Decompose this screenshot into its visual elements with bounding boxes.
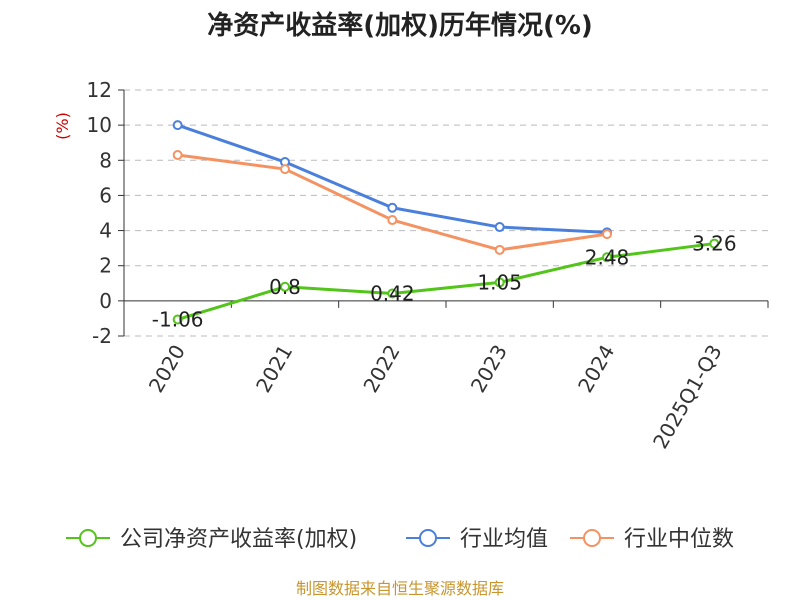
- legend-label: 行业中位数: [624, 527, 734, 552]
- y-tick-label: 4: [99, 219, 112, 243]
- y-tick-label: -2: [92, 324, 112, 348]
- legend-marker: [583, 529, 601, 547]
- series-line: [177, 153, 608, 252]
- data-label: 0.8: [269, 275, 301, 299]
- data-label: 3.26: [692, 232, 737, 256]
- source-note: 制图数据来自恒生聚源数据库: [296, 579, 504, 598]
- data-point: [494, 277, 505, 288]
- x-axis-categories: 2020 2021 2022 2023 2024 2025Q1-Q3: [144, 340, 727, 452]
- data-point: [172, 314, 183, 325]
- x-category-label: 2021: [251, 341, 297, 397]
- y-axis-ticks: -2 0 2 4 6 8 10 12: [87, 78, 124, 348]
- y-tick-label: 8: [99, 148, 112, 172]
- x-category-label: 2020: [144, 341, 190, 397]
- data-point: [494, 244, 505, 255]
- legend-label: 公司净资产收益率(加权): [120, 527, 357, 552]
- data-label: -1.06: [152, 307, 204, 331]
- data-point: [709, 238, 720, 249]
- legend-item: 行业均值: [406, 527, 548, 552]
- legend: 公司净资产收益率(加权) 行业均值 行业中位数: [66, 527, 734, 552]
- y-tick-label: 0: [99, 289, 112, 313]
- legend-item: 公司净资产收益率(加权): [66, 527, 357, 552]
- data-point: [387, 215, 398, 226]
- axes: [123, 90, 769, 336]
- data-point: [494, 222, 505, 233]
- y-tick-label: 12: [87, 78, 112, 102]
- data-point: [280, 281, 290, 292]
- y-tick-label: 10: [87, 113, 112, 137]
- legend-marker: [419, 529, 437, 547]
- x-category-label: 2025Q1-Q3: [648, 341, 727, 453]
- series-line: [177, 242, 715, 321]
- x-category-label: 2022: [358, 341, 404, 397]
- series-lines: [177, 123, 715, 321]
- data-label: 1.05: [477, 270, 522, 294]
- data-point: [387, 202, 398, 213]
- legend-marker: [79, 529, 97, 547]
- series-points: [172, 120, 720, 325]
- data-point: [602, 229, 612, 240]
- data-point: [172, 120, 183, 131]
- data-point: [602, 252, 612, 263]
- chart-title: 净资产收益率(加权)历年情况(%): [207, 10, 593, 41]
- data-point: [387, 288, 398, 299]
- gridlines: [124, 89, 768, 337]
- data-point: [280, 164, 290, 175]
- x-category-label: 2024: [573, 341, 619, 397]
- x-category-label: 2023: [466, 340, 512, 396]
- y-tick-label: 6: [99, 183, 112, 207]
- legend-label: 行业均值: [460, 527, 548, 552]
- y-tick-label: 2: [99, 254, 112, 278]
- legend-item: 行业中位数: [570, 527, 734, 552]
- data-label: 0.42: [370, 281, 415, 305]
- data-label: 2.48: [585, 245, 630, 269]
- data-point: [172, 150, 183, 161]
- y-axis-unit-label: (%): [53, 112, 72, 140]
- data-labels: -1.06 0.8 0.42 1.05 2.48 3.26: [152, 232, 737, 332]
